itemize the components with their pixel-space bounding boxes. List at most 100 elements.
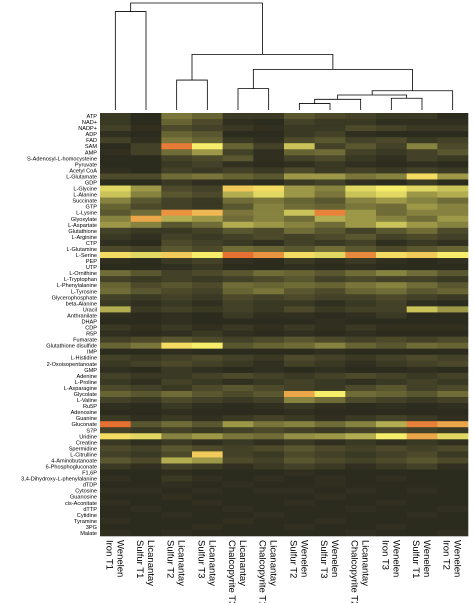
heatmap-cell <box>161 403 193 410</box>
heatmap-cell <box>161 173 193 180</box>
heatmap-cell <box>130 179 162 186</box>
heatmap-cell <box>222 421 254 428</box>
heatmap-cell <box>406 173 438 180</box>
row-label: dTDP <box>83 483 98 489</box>
heatmap-cell <box>130 125 162 132</box>
heatmap-cell <box>376 306 407 313</box>
heatmap-cell <box>222 318 254 325</box>
heatmap-cell <box>222 360 254 368</box>
heatmap-cell <box>130 378 162 386</box>
heatmap-cell <box>437 239 469 247</box>
heatmap-cell <box>222 167 254 174</box>
heatmap-cell <box>376 197 407 204</box>
heatmap-cell <box>130 348 162 356</box>
heatmap-cell <box>314 324 346 331</box>
heatmap-cell <box>130 445 162 452</box>
heatmap-cell <box>253 179 285 186</box>
heatmap-cell <box>406 288 438 295</box>
heatmap-cell <box>284 445 315 452</box>
heatmap-cell <box>376 155 407 162</box>
row-label: ATP <box>87 114 98 120</box>
heatmap-cell <box>345 481 377 488</box>
heatmap-cell <box>284 173 315 180</box>
heatmap-cell <box>192 487 223 494</box>
heatmap-cell <box>345 270 377 277</box>
heatmap-cell <box>345 475 377 482</box>
heatmap-cell <box>222 294 254 301</box>
heatmap-cell <box>100 409 131 416</box>
heatmap-cell <box>100 312 131 319</box>
heatmap-cell <box>314 427 346 434</box>
heatmap-cell <box>314 155 346 162</box>
heatmap-cell <box>406 487 438 494</box>
heatmap-cell <box>222 306 254 313</box>
heatmap-cell <box>222 384 254 392</box>
heatmap-cell <box>130 336 162 343</box>
column-label-line: Iron T1 <box>103 540 114 570</box>
row-labels: ATPNAD+NADP+ADPFADSAMAMPS-Adenosyl-L-hom… <box>21 114 97 537</box>
heatmap-cell <box>284 360 315 368</box>
heatmap-cell <box>222 505 254 513</box>
heatmap-cell <box>192 221 223 229</box>
heatmap-cell <box>100 276 131 283</box>
heatmap-cell <box>100 173 131 180</box>
heatmap-cell <box>100 505 131 513</box>
heatmap-cell <box>284 427 315 434</box>
heatmap-cell <box>376 505 407 513</box>
heatmap-cell <box>130 167 162 174</box>
heatmap-cell <box>130 457 162 464</box>
row-label: R5P <box>86 332 97 338</box>
row-label: NAD+ <box>82 120 97 126</box>
heatmap-cell <box>192 384 223 392</box>
heatmap-cell <box>161 137 193 144</box>
heatmap-cell <box>437 119 469 126</box>
heatmap-cell <box>437 191 469 198</box>
heatmap-cell <box>345 372 377 380</box>
heatmap-cell <box>192 264 223 271</box>
heatmap-cell <box>284 378 315 386</box>
row-label: L-Aspartate <box>68 223 97 229</box>
heatmap-cell <box>406 119 438 126</box>
dendrogram-branch <box>191 53 334 81</box>
heatmap-cell <box>345 499 377 507</box>
row-label: SAM <box>85 144 97 150</box>
heatmap-cell <box>345 360 377 368</box>
heatmap-cell <box>437 264 469 271</box>
heatmap-cell <box>284 300 315 307</box>
heatmap-cell <box>192 125 223 132</box>
heatmap-cell <box>314 167 346 174</box>
heatmap-cell <box>253 390 285 398</box>
heatmap-cell <box>100 294 131 301</box>
row-label: dTTP <box>83 507 97 513</box>
heatmap-cell <box>345 517 377 525</box>
heatmap-cell <box>192 415 223 422</box>
row-label: GMP <box>84 368 97 374</box>
heatmap-cell <box>376 173 407 180</box>
heatmap-cell <box>192 155 223 162</box>
heatmap-cell <box>437 167 469 174</box>
heatmap-cell <box>161 203 193 210</box>
heatmap-cell <box>314 245 346 253</box>
heatmap-cell <box>284 505 315 513</box>
heatmap-cell <box>161 324 193 331</box>
heatmap-cell <box>284 209 315 217</box>
heatmap-cell <box>437 330 469 337</box>
heatmap-cell <box>100 487 131 494</box>
heatmap-cell <box>437 360 469 368</box>
heatmap-cell <box>345 119 377 126</box>
heatmap-cell <box>192 227 223 235</box>
heatmap-cell <box>192 239 223 247</box>
heatmap-cell <box>192 523 223 531</box>
heatmap-cell <box>192 276 223 283</box>
heatmap-cell <box>345 415 377 422</box>
heatmap-cell <box>314 125 346 132</box>
heatmap-cell <box>100 324 131 331</box>
heatmap-cell <box>130 197 162 204</box>
heatmap-cell <box>376 209 407 217</box>
heatmap-cell <box>437 125 469 132</box>
heatmap-cell <box>253 409 285 416</box>
heatmap-cell <box>437 439 469 446</box>
heatmap-cell <box>100 203 131 210</box>
